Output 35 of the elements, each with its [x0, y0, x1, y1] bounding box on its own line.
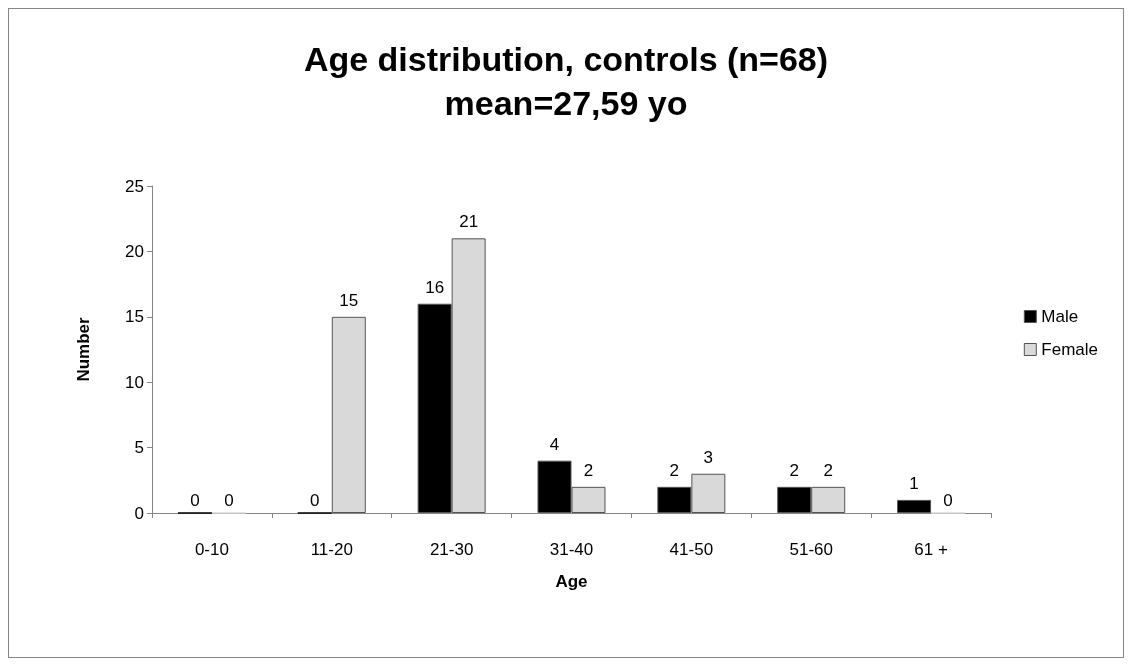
data-label: 16 [425, 277, 445, 297]
y-tick-label: 5 [134, 438, 144, 458]
y-tick-label: 25 [125, 176, 144, 196]
data-label: 2 [669, 460, 680, 480]
legend-label: Female [1041, 340, 1098, 359]
chart-title: Age distribution, controls (n=68) [303, 40, 829, 78]
data-label: 15 [339, 290, 359, 310]
x-tick-label: 11-20 [310, 540, 353, 559]
x-tick-label: 0-10 [194, 540, 229, 559]
data-label: 2 [789, 460, 799, 480]
data-label: 2 [583, 460, 594, 480]
x-axis-title: Age [555, 572, 588, 591]
data-label: 2 [823, 460, 833, 480]
data-label: 1 [909, 473, 919, 493]
y-tick-label: 15 [125, 307, 144, 327]
data-label: 0 [310, 490, 320, 510]
x-tick-label: 41-50 [669, 540, 714, 559]
data-label: 4 [549, 434, 560, 454]
bar [331, 316, 366, 513]
x-tick-label: 31-40 [549, 540, 594, 559]
data-label: 0 [943, 490, 953, 510]
y-tick-label: 20 [125, 241, 144, 261]
legend-label: Male [1041, 307, 1079, 326]
x-tick-label: 51-60 [789, 540, 833, 559]
y-tick-label: 10 [125, 372, 144, 392]
chart-subtitle: mean=27,59 yo [444, 84, 688, 122]
y-axis-title: Number [74, 317, 93, 382]
x-tick-label: 21-30 [429, 540, 474, 559]
data-label: 0 [190, 490, 200, 510]
data-label: 0 [224, 490, 234, 510]
x-tick-label: 61 + [914, 540, 948, 559]
data-label: 3 [703, 447, 714, 467]
y-tick-label: 0 [134, 503, 144, 523]
bar [897, 499, 932, 513]
data-label: 21 [459, 212, 479, 232]
